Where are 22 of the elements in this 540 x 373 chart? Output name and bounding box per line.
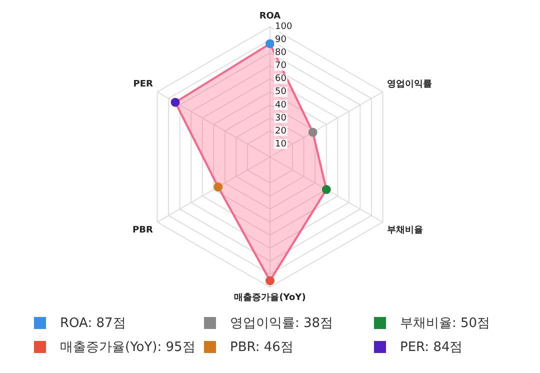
- y-tick-label: 100: [274, 22, 292, 32]
- text: ROA: 87점: [60, 315, 126, 332]
- y-tick-label: 70: [275, 61, 287, 72]
- spoke-label: 영업이익률: [387, 79, 432, 90]
- spoke-label: 부채비율: [387, 225, 424, 236]
- spoke-label: 매출증가율(YoY): [234, 292, 306, 303]
- y-tick-label: 30: [275, 113, 287, 124]
- text: PBR: 46점: [230, 339, 294, 356]
- text: 영업이익률: 38점: [230, 315, 334, 332]
- text: 부채비율: 50점: [400, 315, 490, 332]
- spoke-label: ROA: [259, 12, 281, 22]
- text: 매출증가율(YoY): 95점: [60, 339, 196, 356]
- y-tick-label: 10: [275, 139, 287, 150]
- y-tick-label: 90: [275, 35, 287, 46]
- y-tick-label: 20: [275, 126, 287, 136]
- spoke-label: PER: [133, 79, 153, 90]
- y-tick-label: 50: [275, 87, 287, 98]
- spoke-label: PBR: [132, 225, 153, 236]
- y-tick-label: 60: [275, 74, 287, 84]
- y-tick-label: 80: [275, 48, 287, 58]
- text: PER: 84점: [400, 339, 463, 356]
- y-tick-label: 40: [275, 100, 287, 110]
